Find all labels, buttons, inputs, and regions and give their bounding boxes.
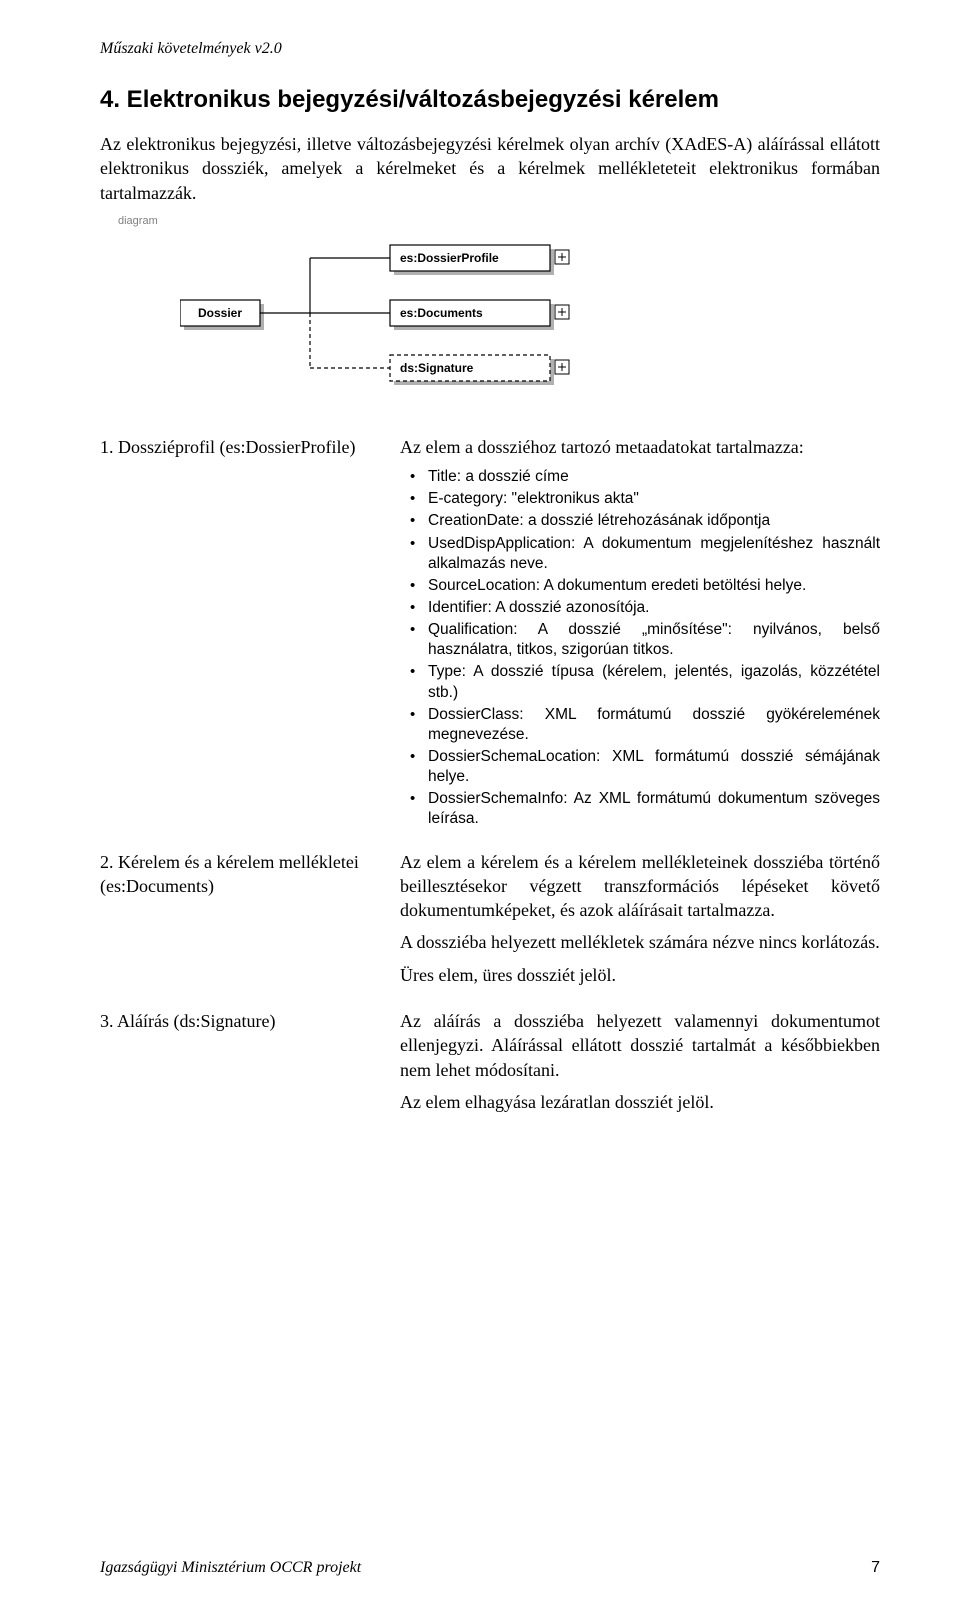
definition-number: 1. bbox=[100, 437, 114, 457]
definition-number: 2. bbox=[100, 852, 114, 872]
definition-desc: Az elem a kérelem és a kérelem melléklet… bbox=[400, 850, 880, 995]
diagram-child-label-0: es:DossierProfile bbox=[400, 251, 499, 265]
list-item: Identifier: A dosszié azonosítója. bbox=[400, 598, 880, 618]
definition-para: Az elem a kérelem és a kérelem melléklet… bbox=[400, 850, 880, 923]
definition-term: 1. Dossziéprofil (es:DossierProfile) bbox=[100, 435, 400, 836]
list-item: Title: a dosszié címe bbox=[400, 467, 880, 487]
definition-term: 2. Kérelem és a kérelem mellékletei (es:… bbox=[100, 850, 400, 995]
list-item: CreationDate: a dosszié létrehozásának i… bbox=[400, 511, 880, 531]
definition-para: Az elem elhagyása lezáratlan dossziét je… bbox=[400, 1090, 880, 1114]
list-item: DossierSchemaLocation: XML formátumú dos… bbox=[400, 747, 880, 787]
definition-list: 1. Dossziéprofil (es:DossierProfile) Az … bbox=[100, 435, 880, 1122]
definition-row: 2. Kérelem és a kérelem mellékletei (es:… bbox=[100, 850, 880, 995]
diagram-svg: Dossier es:DossierProfile es:Documents d… bbox=[180, 235, 610, 405]
definition-desc: Az aláírás a dossziéba helyezett valamen… bbox=[400, 1009, 880, 1122]
definition-number: 3. bbox=[100, 1011, 114, 1031]
definition-row: 3. Aláírás (ds:Signature) Az aláírás a d… bbox=[100, 1009, 880, 1122]
definition-row: 1. Dossziéprofil (es:DossierProfile) Az … bbox=[100, 435, 880, 836]
definition-desc: Az elem a dossziéhoz tartozó metaadatoka… bbox=[400, 435, 880, 836]
list-item: E-category: "elektronikus akta" bbox=[400, 489, 880, 509]
document-page: Műszaki követelmények v2.0 4. Elektronik… bbox=[0, 0, 960, 1609]
diagram-child-label-2: ds:Signature bbox=[400, 361, 474, 375]
list-item: Qualification: A dosszié „minősítése": n… bbox=[400, 620, 880, 660]
list-item: Type: A dosszié típusa (kérelem, jelenté… bbox=[400, 662, 880, 702]
diagram-root-label: Dossier bbox=[198, 306, 242, 320]
definition-para: A dossziéba helyezett mellékletek számár… bbox=[400, 930, 880, 954]
list-item: DossierSchemaInfo: Az XML formátumú doku… bbox=[400, 789, 880, 829]
section-heading: 4. Elektronikus bejegyzési/változásbejeg… bbox=[100, 86, 880, 114]
running-header: Műszaki követelmények v2.0 bbox=[100, 40, 880, 58]
list-item: DossierClass: XML formátumú dosszié gyök… bbox=[400, 705, 880, 745]
list-item: UsedDispApplication: A dokumentum megjel… bbox=[400, 534, 880, 574]
bullet-list: Title: a dosszié címe E-category: "elekt… bbox=[400, 467, 880, 829]
definition-lead: Az elem a dossziéhoz tartozó metaadatoka… bbox=[400, 435, 880, 459]
intro-paragraph: Az elektronikus bejegyzési, illetve vált… bbox=[100, 132, 880, 205]
diagram-caption: diagram bbox=[118, 215, 880, 227]
page-number: 7 bbox=[871, 1559, 880, 1577]
definition-term-text: Dossziéprofil (es:DossierProfile) bbox=[118, 437, 355, 457]
definition-term: 3. Aláírás (ds:Signature) bbox=[100, 1009, 400, 1122]
footer-project: Igazságügyi Minisztérium OCCR projekt bbox=[100, 1559, 361, 1577]
definition-term-text: Kérelem és a kérelem mellékletei (es:Doc… bbox=[100, 852, 359, 896]
definition-para: Üres elem, üres dossziét jelöl. bbox=[400, 963, 880, 987]
list-item: SourceLocation: A dokumentum eredeti bet… bbox=[400, 576, 880, 596]
definition-term-text: Aláírás (ds:Signature) bbox=[117, 1011, 275, 1031]
schema-diagram: Dossier es:DossierProfile es:Documents d… bbox=[180, 235, 880, 405]
diagram-child-label-1: es:Documents bbox=[400, 306, 483, 320]
page-footer: Igazságügyi Minisztérium OCCR projekt 7 bbox=[100, 1559, 880, 1577]
definition-para: Az aláírás a dossziéba helyezett valamen… bbox=[400, 1009, 880, 1082]
